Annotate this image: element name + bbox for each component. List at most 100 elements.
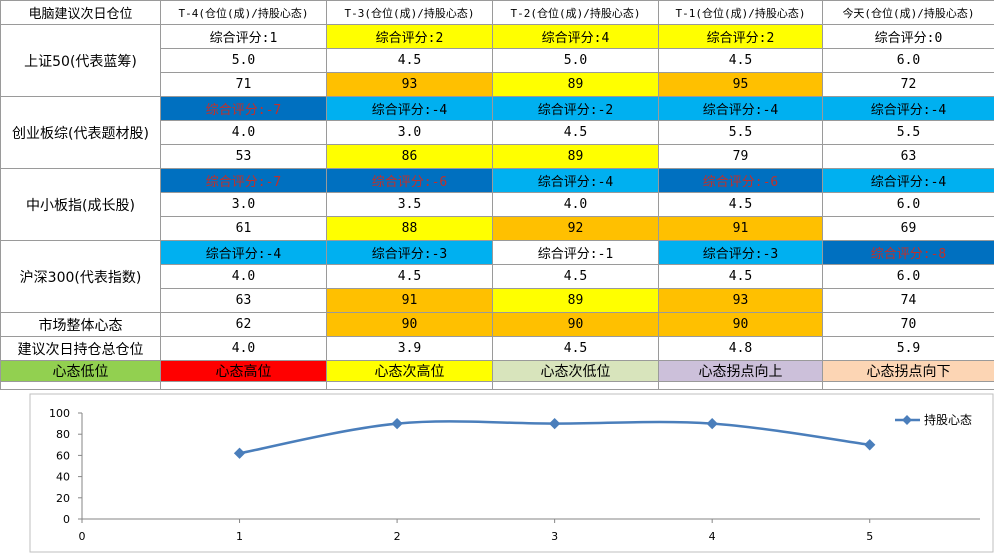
mood-cell[interactable]: 93 xyxy=(327,73,493,97)
position-cell[interactable]: 5.0 xyxy=(493,49,659,73)
position-cell[interactable]: 4.5 xyxy=(659,193,823,217)
mood-cell[interactable]: 91 xyxy=(327,289,493,313)
y-tick-label: 20 xyxy=(56,492,70,505)
position-cell[interactable]: 4.5 xyxy=(493,265,659,289)
position-cell[interactable]: 3.5 xyxy=(327,193,493,217)
mood-cell[interactable]: 74 xyxy=(823,289,994,313)
score-cell[interactable]: 综合评分:-7 xyxy=(161,97,327,121)
position-cell[interactable]: 6.0 xyxy=(823,49,994,73)
position-cell[interactable]: 4.5 xyxy=(659,265,823,289)
position-cell[interactable]: 4.5 xyxy=(659,49,823,73)
overall-cell[interactable]: 90 xyxy=(493,313,659,337)
corner-header[interactable]: 电脑建议次日仓位 xyxy=(1,1,161,25)
suggest-cell[interactable]: 4.5 xyxy=(493,337,659,361)
mood-cell[interactable]: 89 xyxy=(493,145,659,169)
column-header[interactable]: 今天(仓位(成)/持股心态) xyxy=(823,1,994,25)
mood-cell[interactable]: 63 xyxy=(823,145,994,169)
mood-cell[interactable]: 71 xyxy=(161,73,327,97)
mood-cell[interactable]: 95 xyxy=(659,73,823,97)
score-cell[interactable]: 综合评分:-4 xyxy=(161,241,327,265)
overall-cell[interactable]: 70 xyxy=(823,313,994,337)
position-cell[interactable]: 4.0 xyxy=(493,193,659,217)
score-cell[interactable]: 综合评分:-4 xyxy=(327,97,493,121)
mood-cell[interactable]: 88 xyxy=(327,217,493,241)
mood-cell[interactable]: 53 xyxy=(161,145,327,169)
legend-label: 持股心态 xyxy=(924,412,972,427)
suggest-cell[interactable]: 4.8 xyxy=(659,337,823,361)
empty-cell[interactable] xyxy=(493,382,659,390)
mood-cell[interactable]: 86 xyxy=(327,145,493,169)
score-cell[interactable]: 综合评分:2 xyxy=(327,25,493,49)
position-cell[interactable]: 6.0 xyxy=(823,193,994,217)
index-label[interactable]: 上证50(代表蓝筹) xyxy=(1,25,161,97)
mood-cell[interactable]: 89 xyxy=(493,73,659,97)
score-cell[interactable]: 综合评分:-4 xyxy=(493,169,659,193)
suggest-cell[interactable]: 5.9 xyxy=(823,337,994,361)
position-cell[interactable]: 5.0 xyxy=(161,49,327,73)
position-cell[interactable]: 4.0 xyxy=(161,121,327,145)
score-cell[interactable]: 综合评分:-7 xyxy=(161,169,327,193)
score-cell[interactable]: 综合评分:-1 xyxy=(493,241,659,265)
index-label[interactable]: 中小板指(成长股) xyxy=(1,169,161,241)
mood-cell[interactable]: 93 xyxy=(659,289,823,313)
score-cell[interactable]: 综合评分:-3 xyxy=(659,241,823,265)
score-cell[interactable]: 综合评分:4 xyxy=(493,25,659,49)
mood-cell[interactable]: 91 xyxy=(659,217,823,241)
empty-cell[interactable] xyxy=(823,382,994,390)
position-cell[interactable]: 3.0 xyxy=(161,193,327,217)
position-cell[interactable]: 3.0 xyxy=(327,121,493,145)
column-header[interactable]: T-2(仓位(成)/持股心态) xyxy=(493,1,659,25)
score-cell[interactable]: 综合评分:2 xyxy=(659,25,823,49)
score-cell[interactable]: 综合评分:-3 xyxy=(327,241,493,265)
score-cell[interactable]: 综合评分:-6 xyxy=(327,169,493,193)
score-cell[interactable]: 综合评分:-2 xyxy=(493,97,659,121)
empty-cell[interactable] xyxy=(1,382,161,390)
empty-cell[interactable] xyxy=(161,382,327,390)
suggest-label[interactable]: 建议次日持仓总仓位 xyxy=(1,337,161,361)
overall-label[interactable]: 市场整体心态 xyxy=(1,313,161,337)
mood-cell[interactable]: 69 xyxy=(823,217,994,241)
legend-swatch[interactable]: 心态次低位 xyxy=(493,361,659,382)
mood-cell[interactable]: 72 xyxy=(823,73,994,97)
position-cell[interactable]: 4.5 xyxy=(327,49,493,73)
index-label[interactable]: 沪深300(代表指数) xyxy=(1,241,161,313)
overall-cell[interactable]: 90 xyxy=(659,313,823,337)
column-header[interactable]: T-1(仓位(成)/持股心态) xyxy=(659,1,823,25)
overall-cell[interactable]: 62 xyxy=(161,313,327,337)
mood-cell[interactable]: 79 xyxy=(659,145,823,169)
empty-cell[interactable] xyxy=(659,382,823,390)
score-cell[interactable]: 综合评分:-4 xyxy=(823,169,994,193)
legend-swatch[interactable]: 心态拐点向下 xyxy=(823,361,994,382)
mood-cell[interactable]: 61 xyxy=(161,217,327,241)
column-header[interactable]: T-3(仓位(成)/持股心态) xyxy=(327,1,493,25)
mood-cell[interactable]: 89 xyxy=(493,289,659,313)
overall-cell[interactable]: 90 xyxy=(327,313,493,337)
suggest-cell[interactable]: 4.0 xyxy=(161,337,327,361)
index-label[interactable]: 创业板综(代表题材股) xyxy=(1,97,161,169)
score-cell[interactable]: 综合评分:0 xyxy=(823,25,994,49)
score-cell[interactable]: 综合评分:-4 xyxy=(659,97,823,121)
x-tick-label: 3 xyxy=(551,530,558,543)
position-cell[interactable]: 6.0 xyxy=(823,265,994,289)
legend-swatch[interactable]: 心态低位 xyxy=(1,361,161,382)
mood-cell[interactable]: 92 xyxy=(493,217,659,241)
legend-swatch[interactable]: 心态次高位 xyxy=(327,361,493,382)
mood-cell[interactable]: 63 xyxy=(161,289,327,313)
position-cell[interactable]: 4.5 xyxy=(493,121,659,145)
legend-swatch[interactable]: 心态拐点向上 xyxy=(659,361,823,382)
score-cell[interactable]: 综合评分:-6 xyxy=(659,169,823,193)
suggest-cell[interactable]: 3.9 xyxy=(327,337,493,361)
score-cell[interactable]: 综合评分:-8 xyxy=(823,241,994,265)
empty-cell[interactable] xyxy=(327,382,493,390)
x-tick-label: 5 xyxy=(866,530,873,543)
column-header[interactable]: T-4(仓位(成)/持股心态) xyxy=(161,1,327,25)
legend-swatch[interactable]: 心态高位 xyxy=(161,361,327,382)
position-cell[interactable]: 4.0 xyxy=(161,265,327,289)
score-cell[interactable]: 综合评分:-4 xyxy=(823,97,994,121)
score-cell[interactable]: 综合评分:1 xyxy=(161,25,327,49)
position-cell[interactable]: 4.5 xyxy=(327,265,493,289)
position-cell[interactable]: 5.5 xyxy=(823,121,994,145)
position-cell[interactable]: 5.5 xyxy=(659,121,823,145)
